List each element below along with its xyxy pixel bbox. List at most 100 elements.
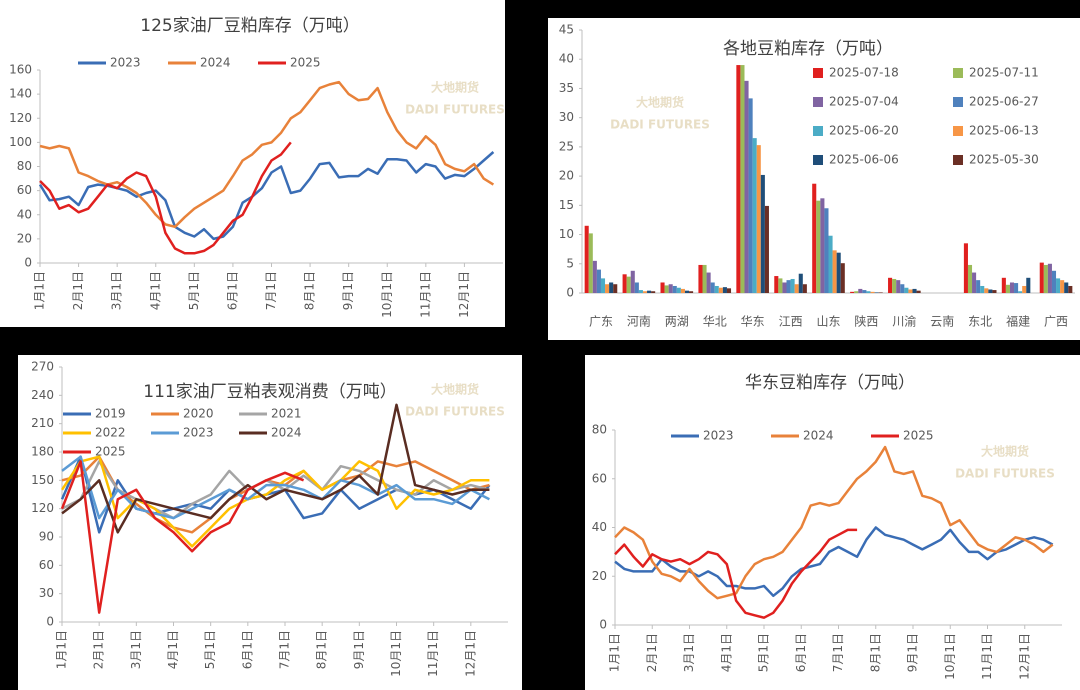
x-tick-label: 6月1日 <box>794 633 808 672</box>
legend-swatch <box>953 68 963 78</box>
x-tick-label: 9月1日 <box>341 271 355 310</box>
x-tick-label: 江西 <box>779 315 803 329</box>
bar <box>850 291 855 293</box>
y-tick-label: 80 <box>592 423 607 437</box>
y-tick-label: 20 <box>17 231 32 245</box>
bar <box>774 276 779 293</box>
bar <box>1014 283 1019 293</box>
y-tick-label: 40 <box>559 52 574 66</box>
bar <box>660 282 665 293</box>
line-series <box>61 403 490 534</box>
x-tick-label: 12月1日 <box>1017 633 1031 680</box>
bar <box>967 264 973 293</box>
x-tick-label: 3月1日 <box>682 633 696 672</box>
panel-background <box>0 0 505 327</box>
bar <box>642 291 648 293</box>
bar <box>630 270 635 293</box>
legend-swatch <box>813 126 823 136</box>
x-tick-label: 川渝 <box>892 314 916 329</box>
y-tick-label: 40 <box>17 207 32 221</box>
bar <box>988 289 993 293</box>
y-tick-label: 90 <box>39 530 54 544</box>
legend-label: 2025-05-30 <box>969 153 1039 167</box>
bar <box>726 288 732 293</box>
bar <box>710 282 715 293</box>
x-tick-label: 1月1日 <box>55 630 69 669</box>
y-tick-label: 20 <box>592 569 607 583</box>
legend-label: 2025-06-13 <box>969 124 1039 138</box>
x-tick-label: 12月1日 <box>457 271 471 318</box>
y-tick-label: 240 <box>31 388 54 402</box>
y-tick-label: 10 <box>559 227 574 241</box>
y-tick-label: 20 <box>559 169 574 183</box>
y-tick-label: 180 <box>31 445 54 459</box>
bar <box>718 287 723 293</box>
legend-label: 2024 <box>803 429 834 443</box>
bar <box>980 285 985 293</box>
y-tick-label: 150 <box>31 473 54 487</box>
bar <box>790 278 795 293</box>
x-tick-label: 5月1日 <box>203 630 217 669</box>
x-tick-label: 1月1日 <box>33 271 47 310</box>
legend-label: 2020 <box>183 407 214 421</box>
bar <box>672 285 677 293</box>
chart-title: 111家油厂豆粕表观消费（万吨） <box>143 382 396 402</box>
y-tick-label: 0 <box>24 256 32 270</box>
y-tick-label: 30 <box>559 110 574 124</box>
legend-label: 2025-07-18 <box>829 66 899 80</box>
x-tick-label: 12月1日 <box>463 630 477 677</box>
legend-label: 2023 <box>183 426 214 440</box>
bar <box>984 288 989 293</box>
x-tick-label: 8月1日 <box>315 630 329 669</box>
bar <box>778 278 783 293</box>
y-tick-label: 0 <box>599 618 607 632</box>
watermark: 大地期货 <box>636 95 684 110</box>
bar <box>1018 291 1023 293</box>
bar <box>651 291 656 293</box>
x-tick-label: 华东 <box>741 315 765 329</box>
y-tick-label: 5 <box>566 256 574 270</box>
y-tick-label: 270 <box>31 360 54 374</box>
line-series <box>39 141 292 255</box>
x-tick-label: 4月1日 <box>719 633 733 672</box>
x-tick-label: 山东 <box>816 315 840 329</box>
bar <box>706 272 711 293</box>
bar <box>832 250 837 293</box>
x-tick-label: 华北 <box>703 315 727 329</box>
y-tick-label: 45 <box>559 23 574 37</box>
bar <box>1001 277 1006 293</box>
bar <box>1026 277 1031 293</box>
legend-swatch <box>813 68 823 78</box>
legend-label: 2025 <box>903 429 934 443</box>
legend-label: 2025-06-20 <box>829 124 899 138</box>
bar <box>613 284 618 293</box>
x-tick-label: 11月1日 <box>980 633 994 680</box>
watermark: DADI FUTURES <box>955 467 1055 481</box>
bar <box>862 290 867 293</box>
bar <box>1005 284 1010 293</box>
y-tick-label: 35 <box>559 81 574 95</box>
bar <box>756 145 761 293</box>
x-tick-label: 9月1日 <box>906 633 920 672</box>
y-tick-label: 30 <box>39 586 54 600</box>
legend-label: 2024 <box>271 426 302 440</box>
x-tick-label: 11月1日 <box>418 271 432 318</box>
chart-title: 华东豆粕库存（万吨） <box>745 373 915 393</box>
legend-label: 2023 <box>110 56 141 70</box>
bar <box>752 138 757 293</box>
bar <box>992 290 997 293</box>
bar <box>892 278 897 293</box>
x-tick-label: 3月1日 <box>129 630 143 669</box>
x-tick-label: 7月1日 <box>264 271 278 310</box>
x-tick-label: 5月1日 <box>757 633 771 672</box>
bar <box>836 252 841 293</box>
bar <box>963 243 968 293</box>
legend-label: 2025-07-04 <box>829 95 899 109</box>
bar <box>740 65 745 293</box>
y-tick-label: 60 <box>39 558 54 572</box>
y-tick-label: 140 <box>9 87 32 101</box>
bar <box>866 291 871 293</box>
legend-swatch <box>953 126 963 136</box>
chart-panel: 大地期货 DADI FUTURES 华东豆粕库存（万吨） 0 20 40 60 80 2023 2… <box>585 355 1080 690</box>
